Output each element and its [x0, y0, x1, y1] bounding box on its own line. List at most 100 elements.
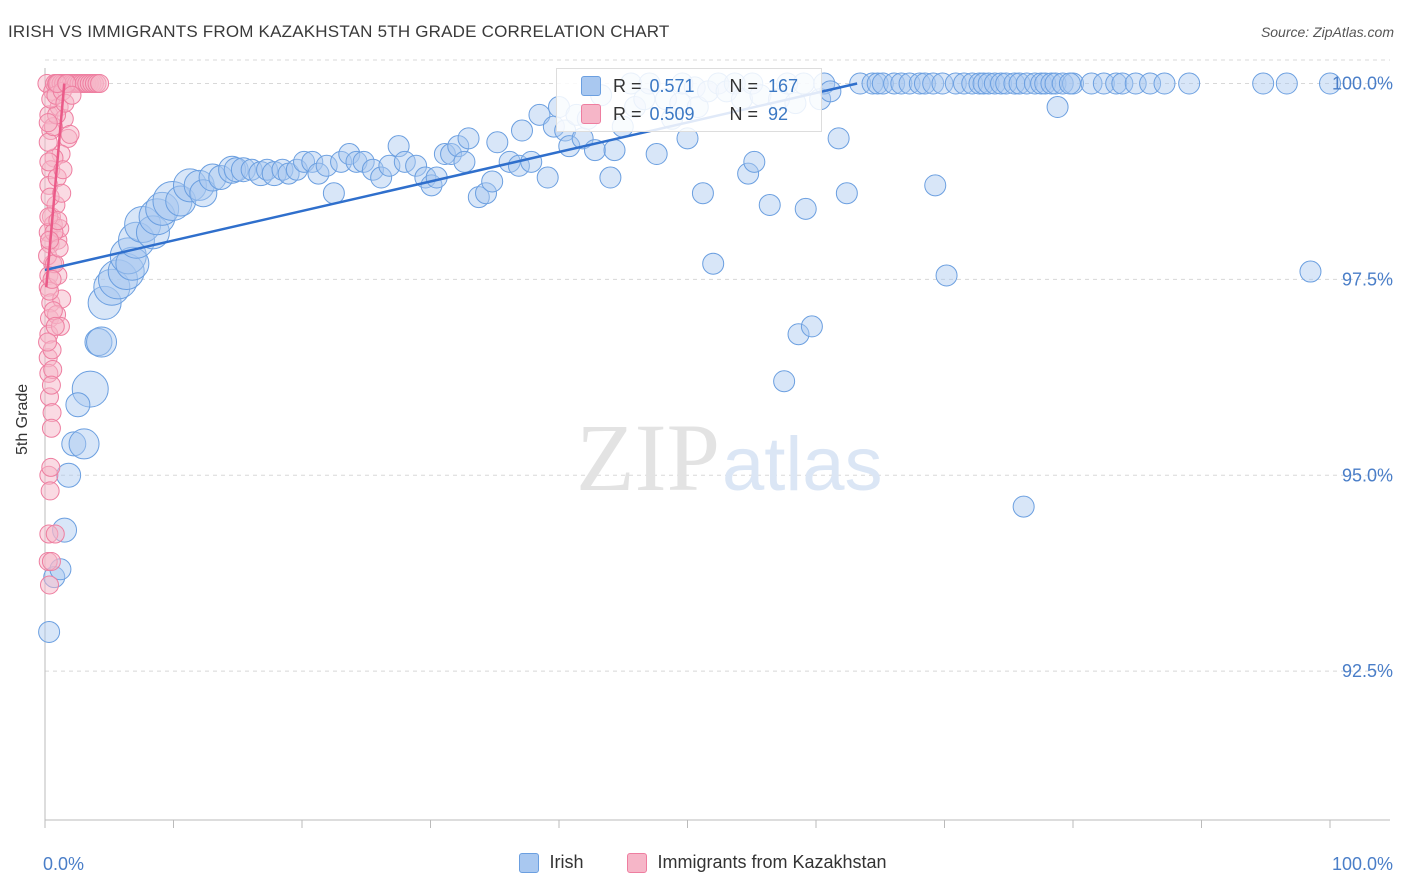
data-point — [345, 150, 368, 173]
r-value: 0.571 — [649, 75, 695, 96]
kazakhstan-legend-swatch — [627, 852, 648, 873]
data-point — [41, 375, 61, 395]
data-point — [52, 183, 72, 203]
data-point — [773, 370, 796, 393]
legend: Irish Immigrants from Kazakhstan — [0, 852, 1406, 873]
legend-label: Immigrants from Kazakhstan — [657, 852, 887, 872]
n-label: N = — [729, 75, 759, 96]
legend-item-irish[interactable]: Irish — [519, 852, 583, 873]
data-point — [737, 162, 760, 185]
data-point — [293, 150, 316, 173]
stats-row-kazakhstan: R = 0.509 N = 92 — [557, 101, 788, 127]
y-tick-label: 95.0% — [1342, 465, 1393, 485]
chart-title: IRISH VS IMMIGRANTS FROM KAZAKHSTAN 5TH … — [8, 22, 670, 41]
data-point — [475, 182, 498, 205]
data-point — [913, 72, 936, 95]
irish-swatch — [581, 76, 601, 96]
n-value: 167 — [768, 75, 799, 96]
data-point — [71, 370, 109, 408]
n-label: N = — [729, 103, 759, 124]
data-point — [433, 143, 456, 166]
data-point — [256, 158, 279, 181]
data-point — [1252, 72, 1275, 95]
data-point — [1080, 72, 1103, 95]
data-point — [115, 246, 150, 281]
data-point — [702, 252, 725, 275]
data-point — [62, 85, 82, 105]
data-point — [1092, 72, 1115, 95]
data-point — [145, 191, 180, 226]
data-point — [890, 72, 913, 95]
data-point — [330, 150, 353, 173]
source-label: Source: ZipAtlas.com — [1260, 24, 1394, 40]
kazakhstan-swatch — [581, 104, 601, 124]
data-point — [86, 326, 118, 358]
data-point — [41, 457, 61, 477]
data-point — [453, 150, 476, 173]
data-point — [977, 72, 1000, 95]
data-point — [307, 162, 330, 185]
data-point — [835, 182, 858, 205]
data-point — [1299, 260, 1322, 283]
data-point — [486, 131, 509, 154]
data-point — [41, 551, 61, 571]
data-point — [218, 155, 247, 184]
data-point — [924, 174, 947, 197]
data-point — [691, 182, 714, 205]
data-point — [743, 150, 766, 173]
y-tick-label: 92.5% — [1342, 661, 1393, 681]
data-point — [645, 143, 668, 166]
data-point — [405, 154, 428, 177]
legend-label: Irish — [549, 852, 584, 872]
data-point — [787, 323, 810, 346]
data-point — [827, 127, 850, 150]
data-point — [961, 72, 984, 95]
stats-row-irish: R = 0.571 N = 167 — [557, 73, 798, 99]
data-point — [93, 268, 131, 306]
data-point — [481, 170, 504, 193]
data-point — [38, 620, 61, 643]
x-tick-label: 0.0% — [43, 854, 84, 874]
data-point — [1178, 72, 1201, 95]
y-tick-label: 97.5% — [1342, 269, 1393, 289]
data-point — [61, 431, 87, 457]
data-point — [866, 72, 889, 95]
n-value: 92 — [768, 103, 789, 124]
data-point — [457, 127, 480, 150]
irish-legend-swatch — [519, 852, 540, 873]
data-point — [240, 158, 263, 181]
data-point — [41, 418, 61, 438]
data-point — [922, 72, 945, 95]
data-point — [1153, 72, 1176, 95]
data-point — [60, 124, 80, 144]
kazakhstan-points — [37, 74, 110, 595]
data-point — [45, 316, 65, 336]
data-point — [1012, 495, 1035, 518]
data-point — [1275, 72, 1298, 95]
data-point — [1319, 72, 1341, 95]
data-point — [1008, 72, 1031, 95]
data-point — [931, 72, 954, 95]
data-point — [68, 428, 100, 460]
data-point — [39, 575, 59, 595]
data-point — [758, 193, 781, 216]
data-point — [223, 157, 249, 183]
y-tick-label: 100.0% — [1332, 74, 1393, 94]
data-point — [871, 72, 894, 95]
data-point — [520, 150, 543, 173]
data-point — [198, 163, 227, 192]
data-point — [599, 166, 622, 189]
data-point — [172, 168, 207, 203]
data-point — [953, 72, 976, 95]
data-point — [53, 160, 73, 180]
data-point — [189, 179, 218, 208]
data-point — [983, 72, 1006, 95]
data-point — [40, 481, 60, 501]
data-point — [361, 158, 384, 181]
data-point — [1111, 72, 1134, 95]
data-point — [322, 182, 345, 205]
legend-item-kazakhstan[interactable]: Immigrants from Kazakhstan — [627, 852, 887, 873]
data-point — [84, 328, 113, 357]
data-point — [603, 139, 626, 162]
